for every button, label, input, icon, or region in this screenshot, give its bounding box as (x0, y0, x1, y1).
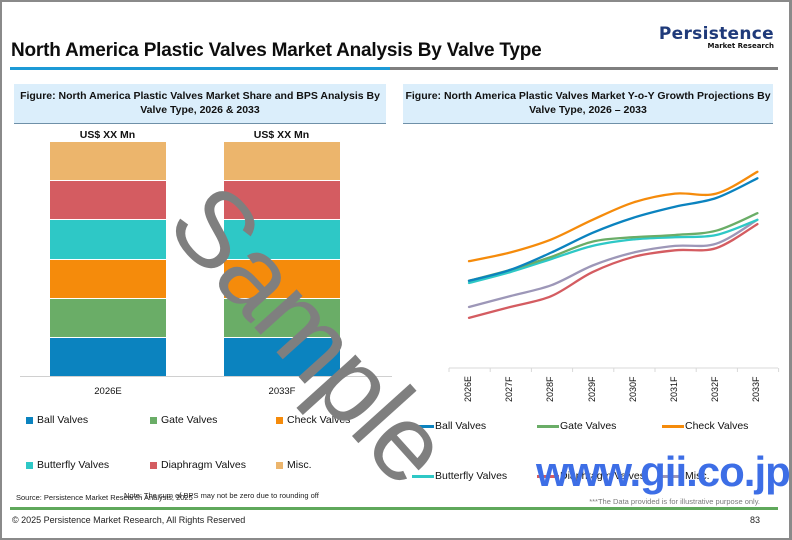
stacked-bar-2033f (224, 142, 340, 377)
line-series-check-valves (467, 170, 759, 263)
legend-line-icon (537, 424, 559, 428)
legend-swatch-icon (150, 461, 157, 469)
right-figure-title: Figure: North America Plastic Valves Mar… (403, 84, 773, 124)
line-series-ball-valves (467, 177, 759, 282)
bar-segment-ball-valves (50, 337, 166, 377)
legend-item: Butterfly Valves (412, 470, 507, 482)
line-series-misc (467, 218, 759, 309)
legend-line-icon (412, 474, 434, 478)
legend-label: Butterfly Valves (435, 470, 508, 482)
copyright: © 2025 Persistence Market Research, All … (12, 515, 246, 525)
legend-item: Gate Valves (537, 420, 616, 432)
legend-item: Ball Valves (26, 414, 88, 426)
bar-segment-check-valves (224, 259, 340, 299)
legend-line-icon (537, 474, 559, 478)
bar-x-label: 2033F (268, 386, 296, 397)
bar-x-label: 2026E (94, 386, 122, 397)
legend-label: Check Valves (287, 414, 351, 426)
legend-label: Misc. (685, 470, 710, 482)
footer-rule (10, 507, 778, 510)
bar-value-label: US$ XX Mn (79, 129, 136, 141)
legend-item: Gate Valves (150, 414, 217, 426)
legend-item: Check Valves (662, 420, 748, 432)
logo-wordmark: Persistence (658, 24, 774, 44)
legend-label: Check Valves (685, 420, 749, 432)
line-x-label: 2032F (710, 376, 721, 402)
line-series-diaphragm-valves (467, 222, 759, 320)
stacked-bar-2026e (50, 142, 166, 377)
legend-label: Butterfly Valves (37, 459, 110, 471)
page-title: North America Plastic Valves Market Anal… (11, 40, 542, 61)
legend-label: Diaphragm Valves (560, 470, 646, 482)
legend-line-icon (662, 474, 684, 478)
company-logo: Persistence Market Research (659, 24, 774, 50)
legend-item: Misc. (276, 459, 312, 471)
line-series-butterfly-valves (467, 218, 759, 285)
line-x-label: 2027F (504, 376, 515, 402)
page-number: 83 (749, 515, 760, 525)
source-note: Source: Persistence Market Research Anal… (16, 493, 193, 502)
line-x-label: 2033F (751, 376, 762, 402)
title-rule (10, 67, 390, 70)
bar-segment-gate-valves (224, 298, 340, 338)
bar-value-label: US$ XX Mn (253, 129, 310, 141)
line-x-label: 2026E (463, 375, 473, 402)
legend-label: Gate Valves (560, 420, 617, 432)
legend-label: Diaphragm Valves (161, 459, 247, 471)
legend-line-icon (662, 424, 684, 428)
legend-item: Diaphragm Valves (537, 470, 645, 482)
illustrative-disclaimer: ***The Data provided is for illustrative… (589, 497, 760, 506)
legend-item: Diaphragm Valves (150, 459, 246, 471)
line-x-label: 2028F (545, 376, 556, 402)
legend-label: Ball Valves (37, 414, 89, 426)
bar-segment-butterfly-valves (224, 220, 340, 260)
bar-segment-ball-valves (224, 337, 340, 377)
legend-item: Butterfly Valves (26, 459, 109, 471)
bar-segment-butterfly-valves (50, 220, 166, 260)
legend-line-icon (412, 424, 434, 428)
bar-segment-gate-valves (50, 298, 166, 338)
legend-swatch-icon (276, 416, 283, 424)
line-x-label: 2031F (669, 376, 679, 402)
bar-segment-misc (50, 142, 166, 182)
legend-item: Ball Valves (412, 420, 486, 432)
line-x-label: 2029F (586, 376, 597, 402)
bar-chart-x-axis (20, 376, 392, 377)
legend-swatch-icon (26, 461, 33, 469)
bar-segment-misc (224, 142, 340, 182)
legend-label: Misc. (287, 459, 312, 471)
legend-swatch-icon (276, 461, 283, 469)
legend-item: Check Valves (276, 414, 350, 426)
legend-label: Ball Valves (435, 420, 487, 432)
line-x-label: 2030F (627, 376, 638, 402)
title-rule-secondary (390, 67, 778, 70)
bar-segment-diaphragm-valves (50, 181, 166, 221)
legend-swatch-icon (26, 416, 33, 424)
legend-label: Gate Valves (161, 414, 218, 426)
rounding-note: Note: The sum of BPS may not be zero due… (124, 491, 319, 500)
legend-item: Misc. (662, 470, 710, 482)
bar-segment-diaphragm-valves (224, 181, 340, 221)
legend-swatch-icon (150, 416, 157, 424)
line-chart (448, 170, 780, 372)
logo-tagline: Market Research (707, 42, 775, 50)
left-figure-title: Figure: North America Plastic Valves Mar… (14, 84, 386, 124)
bar-segment-check-valves (50, 259, 166, 299)
